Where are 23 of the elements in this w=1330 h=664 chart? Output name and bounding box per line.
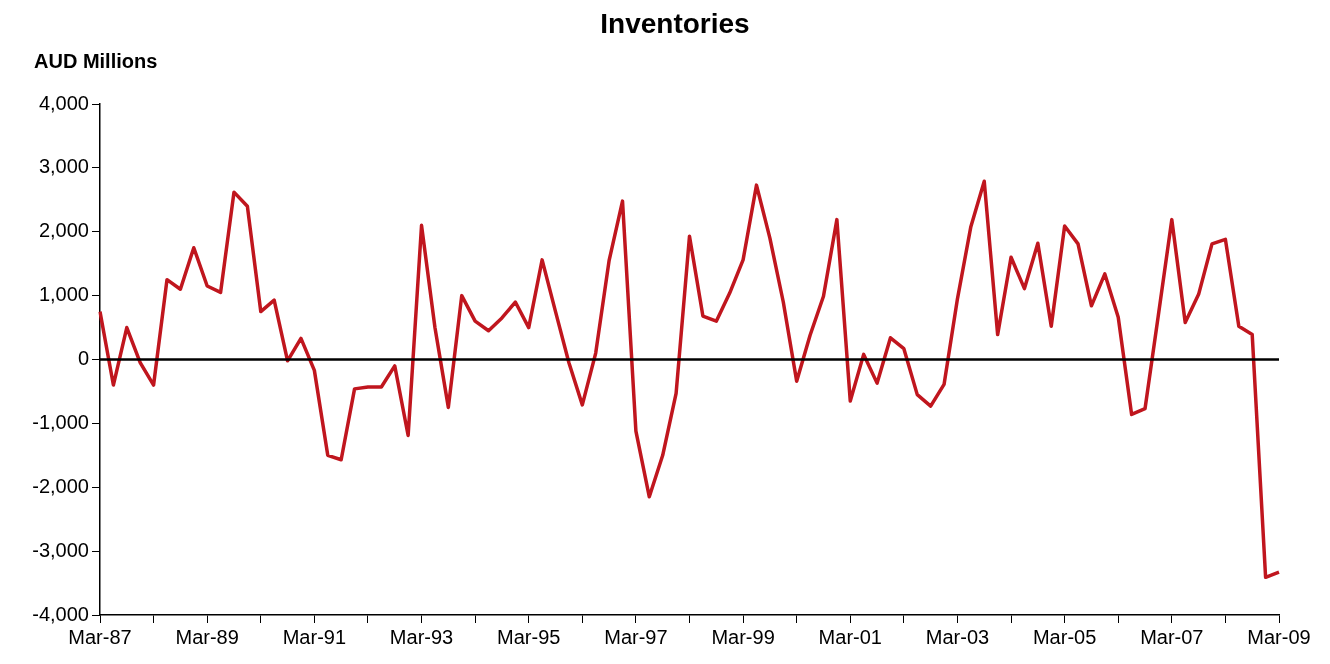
y-tick-label: -3,000 [32,538,89,561]
x-tick-label: Mar-05 [1032,625,1097,648]
x-tick-label: Mar-03 [925,625,990,648]
chart-title: Inventories [599,8,751,40]
x-tick-label: Mar-93 [389,625,454,648]
x-tick-label: Mar-87 [68,625,132,648]
y-axis-title: AUD Millions [34,50,158,73]
x-tick-label: Mar-07 [1140,625,1204,648]
x-tick-label: Mar-99 [711,625,775,648]
y-tick-label: -4,000 [32,602,89,625]
x-tick-label: Mar-01 [818,625,882,648]
y-tick-label: 3,000 [38,155,89,178]
y-tick-label: 2,000 [38,219,89,242]
x-tick-label: Mar-91 [282,625,347,648]
y-tick-label: -1,000 [32,410,89,433]
y-tick-label: 4,000 [38,91,89,114]
y-tick-label: 0 [77,347,89,370]
x-tick-label: Mar-09 [1247,625,1311,648]
x-tick-label: Mar-89 [175,625,239,648]
y-tick-label: -2,000 [32,474,89,497]
x-tick-label: Mar-95 [497,625,561,648]
y-tick-label: 1,000 [38,283,89,306]
x-tick-label: Mar-97 [604,625,668,648]
